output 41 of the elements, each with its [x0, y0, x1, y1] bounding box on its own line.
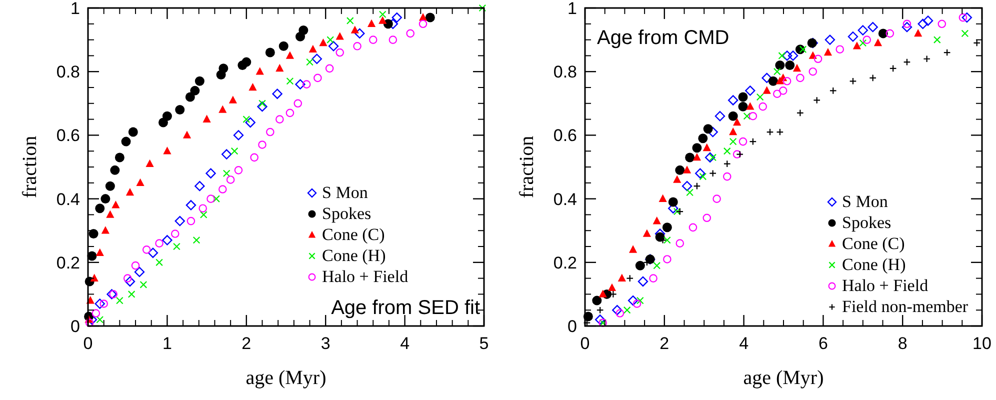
annotation: Age from CMD: [597, 27, 730, 49]
legend-label: S Mon: [842, 192, 888, 211]
y-axis-title: fraction: [516, 136, 538, 198]
y-tick-label: 0: [70, 316, 80, 336]
x-tick-label: 1: [162, 334, 172, 353]
legend-label: S Mon: [322, 183, 368, 202]
x-tick-label: 3: [320, 334, 330, 353]
y-tick-label: 0.2: [56, 253, 80, 272]
legend-label: Cone (C): [322, 225, 385, 244]
legend-label: Spokes: [842, 213, 892, 232]
x-tick-label: 6: [818, 334, 828, 353]
y-tick-label: 0.4: [553, 190, 577, 209]
legend-label: Field non-member: [842, 297, 968, 316]
y-tick-label: 0.6: [553, 126, 577, 146]
x-tick-label: 5: [479, 334, 489, 353]
legend-label: Cone (H): [842, 255, 906, 274]
x-tick-label: 4: [739, 334, 749, 353]
x-tick-label: 8: [898, 334, 908, 353]
x-tick-label: 4: [400, 334, 410, 353]
y-tick-label: 0.4: [56, 190, 80, 209]
y-tick-label: 1: [568, 0, 577, 18]
x-axis-title: age (Myr): [246, 367, 326, 389]
x-tick-label: 10: [972, 334, 992, 353]
y-tick-label: 0.2: [553, 253, 577, 272]
legend-label: Spokes: [322, 204, 372, 223]
x-tick-label: 2: [660, 334, 670, 353]
y-tick-label: 0: [568, 316, 577, 336]
y-tick-label: 1: [70, 0, 80, 18]
y-tick-label: 0.6: [56, 126, 80, 146]
y-axis-title: fraction: [19, 136, 41, 198]
annotation: Age from SED fit: [331, 297, 480, 319]
legend-label: Halo + Field: [322, 267, 409, 286]
y-tick-label: 0.8: [56, 62, 80, 82]
x-axis-title: age (Myr): [743, 367, 824, 389]
y-tick-label: 0.8: [553, 62, 577, 82]
x-tick-label: 0: [580, 334, 590, 353]
legend-label: Cone (C): [842, 234, 905, 253]
x-tick-label: 2: [242, 334, 252, 353]
x-tick-label: 0: [83, 334, 93, 353]
legend-label: Halo + Field: [842, 276, 929, 295]
legend-label: Cone (H): [322, 246, 386, 265]
